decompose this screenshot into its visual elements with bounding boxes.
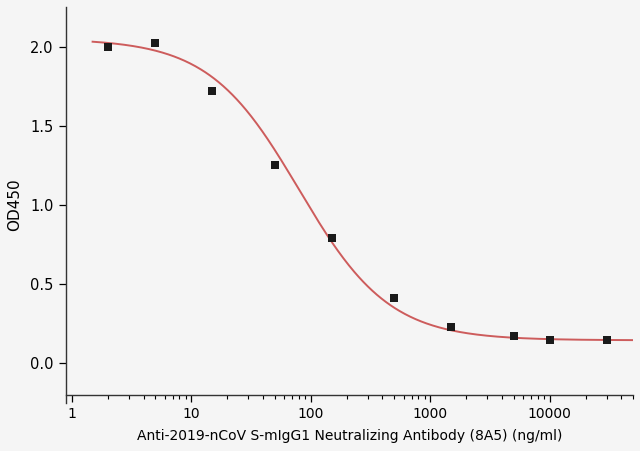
X-axis label: Anti-2019-nCoV S-mIgG1 Neutralizing Antibody (8A5) (ng/ml): Anti-2019-nCoV S-mIgG1 Neutralizing Anti… — [136, 429, 562, 443]
Point — [150, 40, 160, 47]
Point — [389, 295, 399, 302]
Point — [207, 87, 217, 95]
Point — [269, 162, 280, 169]
Point — [326, 235, 337, 242]
Y-axis label: OD450: OD450 — [7, 179, 22, 231]
Point — [545, 336, 555, 343]
Point — [602, 336, 612, 343]
Point — [446, 323, 456, 331]
Point — [508, 333, 518, 340]
Point — [102, 43, 113, 50]
